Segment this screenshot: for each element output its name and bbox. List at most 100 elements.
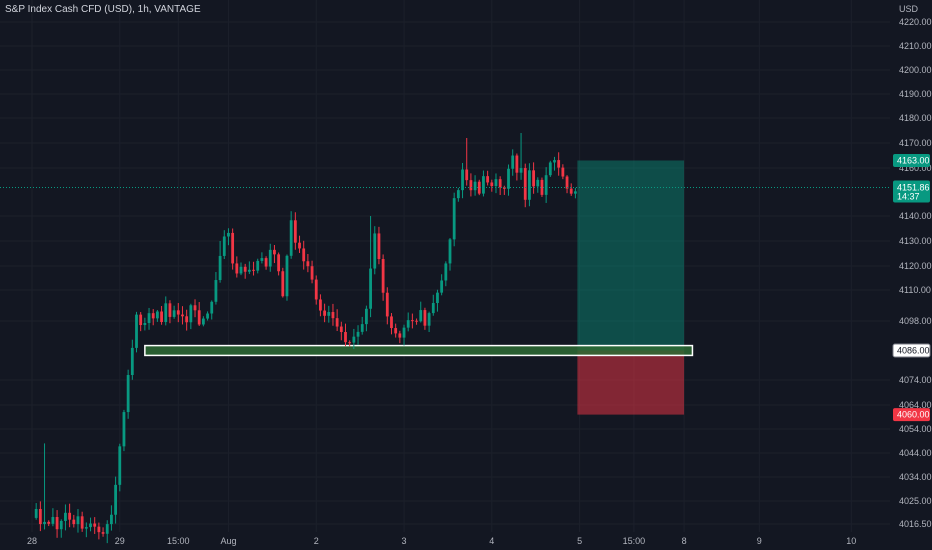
time-tick-label: 2	[314, 536, 319, 546]
candle-body	[176, 310, 180, 315]
candle-body	[402, 327, 406, 338]
candle-body	[532, 170, 535, 187]
time-tick-label: 10	[846, 536, 856, 546]
candle-body	[369, 268, 372, 309]
candle-body	[302, 248, 306, 262]
candle-body	[206, 313, 209, 319]
time-tick-label: 5	[577, 536, 582, 546]
price-axis[interactable]: USD 4220.00 4210.00 4200.00 4190.00 4180.00 41…	[899, 4, 932, 529]
candle-body	[273, 249, 276, 255]
candle-body	[477, 181, 481, 194]
candle-body	[415, 320, 418, 322]
candle-body	[461, 169, 464, 191]
candle-body	[160, 311, 163, 323]
time-tick-label: 9	[757, 536, 762, 546]
chart-title: S&P Index Cash CFD (USD), 1h, VANTAGE	[5, 4, 201, 15]
price-tick-label: 4180.00	[899, 113, 932, 123]
candle-body	[214, 280, 218, 302]
price-tick-label: 4054.00	[899, 424, 932, 434]
stop-loss-badge	[893, 408, 930, 422]
candle-body	[469, 180, 473, 191]
time-tick-label: 15:00	[623, 536, 646, 546]
time-tick-label: 29	[115, 536, 125, 546]
candle-body	[565, 176, 569, 189]
candle-body	[511, 155, 515, 169]
time-axis[interactable]: 28 29 15:00 Aug 2 3 4 5 15:00 8 9 10	[27, 536, 856, 546]
candle-body	[494, 179, 498, 187]
candle-body	[72, 519, 76, 525]
candle-body	[139, 314, 143, 326]
candle-body	[147, 313, 151, 323]
candle-body	[193, 305, 197, 311]
current-price-timer: 14:37	[897, 192, 920, 202]
candle-body	[482, 176, 485, 194]
candle-body	[243, 266, 247, 272]
support-zone	[144, 344, 694, 357]
candle-body	[76, 516, 80, 525]
candle-body	[185, 316, 189, 323]
candle-body	[523, 168, 527, 200]
candle-body	[289, 220, 293, 256]
drawings-layer	[144, 160, 694, 415]
candle-body	[440, 280, 444, 293]
candle-body	[444, 263, 448, 281]
candle-body	[360, 324, 364, 332]
axis-currency-label: USD	[899, 4, 919, 14]
candle-body	[285, 255, 289, 297]
candle-body	[515, 155, 519, 173]
time-tick-label: 4	[489, 536, 494, 546]
candle-body	[365, 308, 368, 325]
candle-body	[135, 314, 138, 348]
candles-layer	[34, 133, 577, 544]
candle-body	[553, 160, 556, 163]
candle-body	[574, 191, 577, 194]
price-tick-label: 4190.00	[899, 89, 932, 99]
candle-body	[327, 312, 331, 316]
candle-body	[536, 179, 540, 187]
time-tick-label: 28	[27, 536, 37, 546]
price-tick-label: 4160.00	[899, 163, 932, 173]
candle-body	[181, 314, 184, 317]
candle-body	[84, 527, 88, 529]
candle-body	[80, 516, 84, 529]
candle-body	[298, 242, 301, 249]
candle-body	[105, 524, 109, 534]
price-tick-label: 4016.50	[899, 519, 932, 529]
candle-body	[557, 160, 561, 168]
price-tick-label: 4220.00	[899, 17, 932, 27]
candle-body	[473, 181, 477, 191]
price-tick-label: 4098.00	[899, 316, 932, 326]
candle-body	[51, 517, 55, 524]
candle-body	[89, 523, 92, 528]
price-tick-label: 4210.00	[899, 41, 932, 51]
time-tick-label: 8	[682, 536, 687, 546]
candle-body	[34, 508, 38, 518]
candle-body	[222, 236, 226, 256]
candle-body	[210, 301, 214, 314]
candle-body	[97, 526, 101, 533]
candle-body	[423, 310, 427, 326]
price-tick-label: 4044.00	[899, 448, 932, 458]
entry-badge	[892, 343, 931, 358]
candle-body	[189, 305, 193, 323]
candle-body	[502, 187, 506, 189]
candle-body	[143, 322, 147, 326]
stop-loss-badge-label: 4060.00	[897, 410, 930, 420]
candle-body	[268, 249, 272, 267]
candle-body	[168, 303, 172, 317]
candle-body	[201, 318, 205, 325]
candle-body	[465, 169, 469, 181]
time-tick-label: 15:00	[167, 536, 190, 546]
candle-body	[390, 316, 393, 329]
candle-body	[264, 258, 268, 267]
candle-body	[394, 328, 398, 334]
candle-body	[319, 299, 322, 311]
candle-body	[164, 303, 168, 323]
candle-body	[277, 254, 281, 272]
price-tick-label: 4120.00	[899, 261, 932, 271]
candle-body	[231, 232, 235, 264]
take-profit-badge-label: 4163.00	[897, 156, 930, 166]
candle-body	[156, 311, 159, 319]
price-tick-label: 4025.00	[899, 496, 932, 506]
